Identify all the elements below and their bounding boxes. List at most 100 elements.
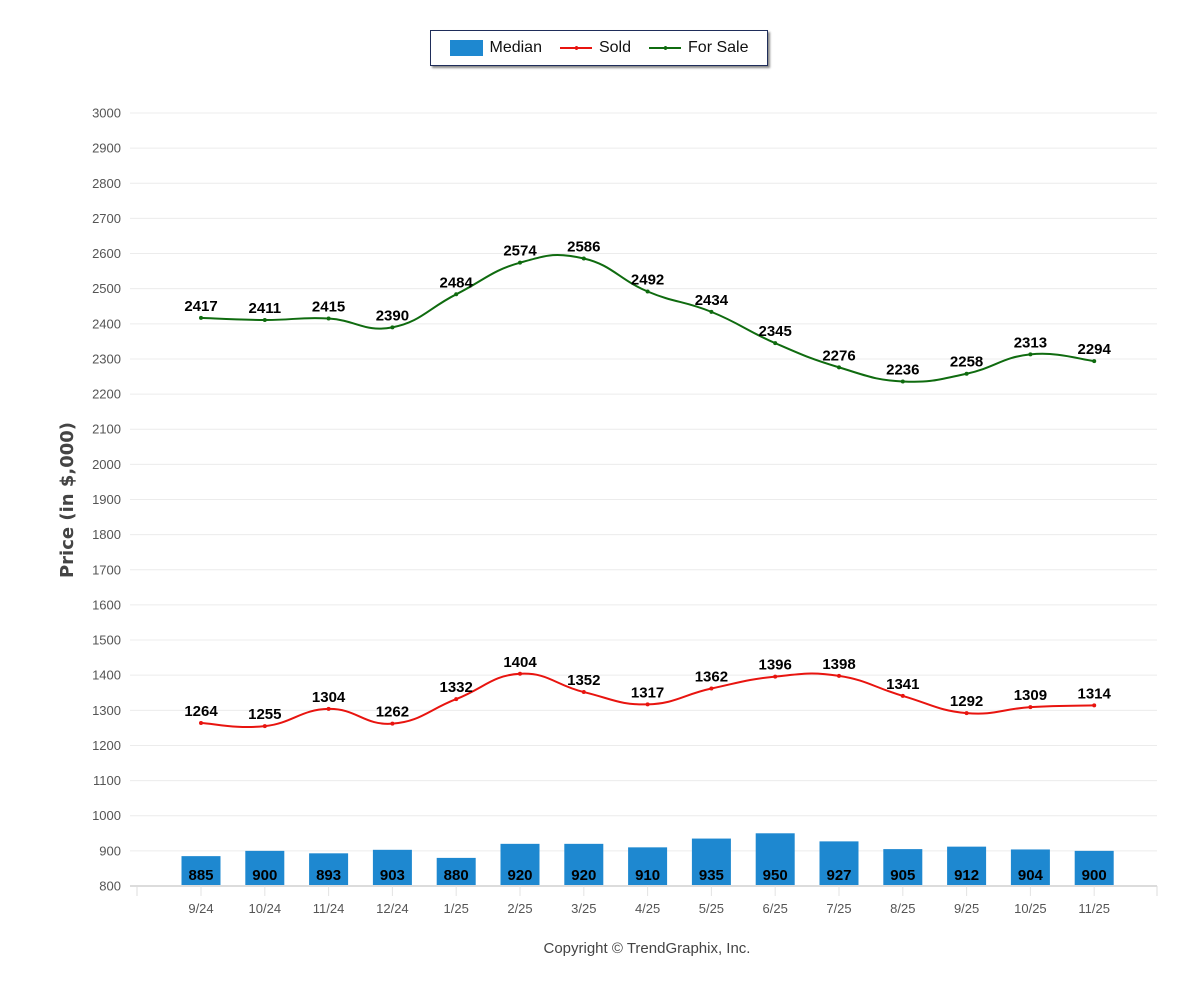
legend-item-sold[interactable]: Sold <box>559 39 632 57</box>
point-sold <box>1028 705 1033 710</box>
bar-label-median: 927 <box>826 867 851 884</box>
y-tick-label: 1900 <box>92 492 121 507</box>
point-label-for-sale: 2313 <box>1014 334 1047 351</box>
point-label-sold: 1292 <box>950 693 983 710</box>
y-tick-label: 1100 <box>93 773 121 788</box>
x-tick-label: 9/24 <box>188 901 213 916</box>
y-axis: 800 900 1000 1100 1200 1300 1400 1500 1600 1700 18… <box>92 106 121 894</box>
legend-item-for-sale[interactable]: For Sale <box>649 39 748 57</box>
point-label-sold: 1304 <box>312 689 346 706</box>
point-for-sale <box>964 371 969 376</box>
bar-median <box>947 846 987 885</box>
point-sold <box>199 720 203 725</box>
point-label-for-sale: 2345 <box>759 323 792 340</box>
point-label-for-sale: 2574 <box>503 243 537 260</box>
bar-median <box>436 857 476 885</box>
y-tick-label: 2700 <box>92 211 121 226</box>
point-label-for-sale: 2276 <box>822 347 855 364</box>
point-for-sale <box>581 256 586 261</box>
point-sold <box>454 697 459 702</box>
x-tick-label: 11/25 <box>1078 901 1110 916</box>
bar-median <box>628 847 668 885</box>
point-for-sale <box>837 365 841 370</box>
point-label-for-sale: 2258 <box>950 354 983 371</box>
point-for-sale <box>390 325 395 330</box>
point-label-for-sale: 2492 <box>631 271 664 288</box>
point-label-sold: 1341 <box>886 676 919 693</box>
point-label-sold: 1314 <box>1078 685 1112 702</box>
median-bars <box>181 833 1114 885</box>
bar-median <box>819 841 859 885</box>
x-tick-label: 2/25 <box>507 901 532 916</box>
bar-median <box>372 849 412 885</box>
bar-label-median: 893 <box>316 867 341 884</box>
legend-item-median[interactable]: Median <box>449 39 542 57</box>
point-for-sale <box>454 292 459 297</box>
x-tick-label: 5/25 <box>699 901 724 916</box>
point-label-for-sale: 2294 <box>1078 341 1112 358</box>
y-tick-label: 2200 <box>92 387 121 402</box>
y-tick-label: 1800 <box>92 527 121 542</box>
legend-label-sold: Sold <box>598 39 632 56</box>
data-labels: 885 900 893 903 880 920 920 910 935 950 927 905 912 9… <box>184 238 1111 884</box>
bar-median <box>755 833 795 885</box>
bar-median <box>181 856 221 885</box>
y-axis-title: Price (in $,000) <box>57 422 78 578</box>
point-for-sale <box>773 341 778 346</box>
x-tick-label: 7/25 <box>826 901 851 916</box>
point-sold <box>390 721 395 726</box>
point-label-for-sale: 2417 <box>184 298 217 315</box>
copyright-notice: Copyright © TrendGraphix, Inc. <box>543 940 751 957</box>
bar-median <box>1010 849 1050 885</box>
point-for-sale <box>518 260 522 265</box>
bar-label-median: 905 <box>890 867 915 884</box>
x-tick-label: 4/25 <box>635 901 660 916</box>
y-tick-label: 1000 <box>92 808 121 823</box>
bar-label-median: 935 <box>699 867 724 884</box>
point-sold <box>773 674 778 679</box>
point-label-for-sale: 2411 <box>249 300 282 317</box>
x-tick-label: 10/25 <box>1014 901 1047 916</box>
bar-label-median: 910 <box>635 867 660 884</box>
point-label-for-sale: 2390 <box>376 307 409 324</box>
point-label-sold: 1317 <box>631 684 664 701</box>
y-tick-label: 2900 <box>92 141 121 156</box>
point-sold <box>518 671 522 676</box>
chart-legend: Median Sold For Sale <box>430 30 768 66</box>
y-tick-label: 2800 <box>92 176 121 191</box>
point-label-for-sale: 2434 <box>695 292 729 309</box>
point-label-sold: 1332 <box>440 679 473 696</box>
y-tick-label: 800 <box>99 879 121 894</box>
x-tick-label: 1/25 <box>444 901 469 916</box>
point-sold <box>326 706 331 711</box>
point-for-sale <box>1028 352 1033 357</box>
x-tick-label: 10/24 <box>249 901 282 916</box>
point-label-for-sale: 2586 <box>567 238 600 255</box>
point-sold <box>581 690 586 695</box>
point-label-sold: 1352 <box>567 672 600 689</box>
bar-label-median: 920 <box>507 867 532 884</box>
y-tick-label: 1500 <box>92 633 121 648</box>
bar-label-median: 950 <box>763 867 788 884</box>
y-tick-label: 1700 <box>92 562 121 577</box>
bar-median <box>564 843 604 885</box>
point-label-for-sale: 2236 <box>886 361 919 378</box>
y-tick-label: 2000 <box>92 457 121 472</box>
y-tick-label: 2600 <box>92 246 121 261</box>
bar-label-median: 903 <box>380 867 405 884</box>
bar-median <box>1074 850 1114 885</box>
point-for-sale <box>1092 359 1097 364</box>
point-for-sale <box>645 289 650 294</box>
bar-median <box>691 838 731 885</box>
point-for-sale <box>709 309 714 314</box>
x-axis: 9/24 10/24 11/24 12/24 1/25 2/25 3/25 4/25 5/25 6… <box>136 886 1158 916</box>
point-label-sold: 1404 <box>503 654 537 671</box>
point-for-sale <box>900 379 905 384</box>
point-label-for-sale: 2484 <box>440 274 474 291</box>
point-for-sale <box>199 315 203 320</box>
point-for-sale <box>262 317 267 322</box>
legend-swatch-sold <box>559 46 592 50</box>
point-sold <box>900 693 905 698</box>
bar-label-median: 920 <box>571 867 596 884</box>
